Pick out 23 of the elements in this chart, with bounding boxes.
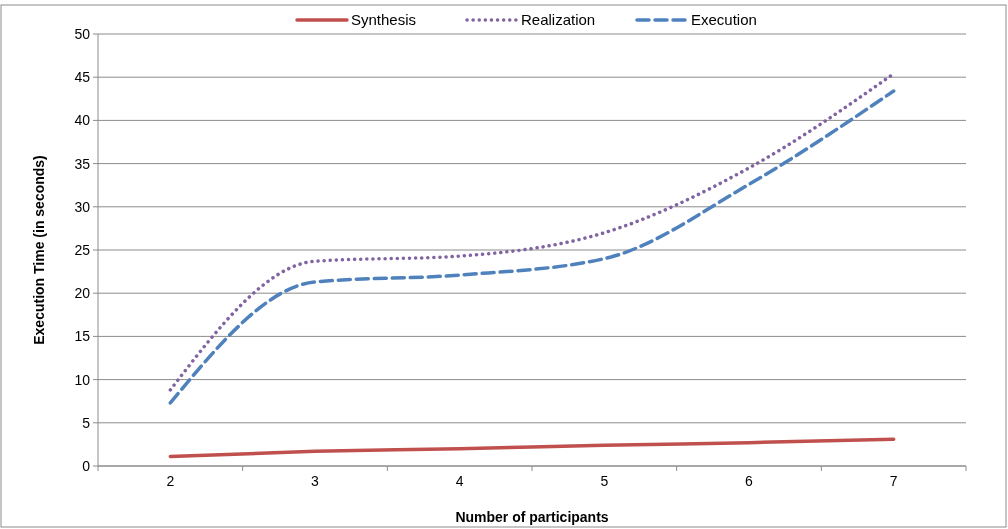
y-tick-label: 40 (74, 112, 91, 129)
y-tick-label: 30 (74, 198, 91, 215)
x-tick-label: 4 (455, 473, 464, 489)
line-series (168, 437, 896, 459)
y-tick-label: 20 (74, 285, 91, 302)
y-tick-label: 0 (82, 457, 91, 474)
y-tick-label: 10 (74, 371, 91, 388)
y-tick-label: 35 (74, 155, 91, 172)
x-tick-label: 5 (600, 473, 609, 489)
y-tick-label: 45 (74, 69, 91, 86)
x-tick-label: 7 (889, 473, 898, 489)
legend-label: Synthesis (351, 11, 417, 29)
legend-label: Execution (691, 11, 757, 29)
x-tick-label: 3 (311, 473, 320, 489)
y-axis-title: Execution Time (in seconds) (31, 155, 47, 345)
x-axis-title: Number of participants (455, 509, 609, 525)
x-tick-label: 2 (166, 473, 175, 489)
y-tick-label: 15 (74, 328, 91, 345)
legend-label: Realization (521, 11, 596, 29)
y-tick-label: 50 (74, 25, 91, 42)
y-tick-label: 25 (74, 241, 91, 258)
y-tick-label: 5 (82, 414, 91, 431)
x-tick-label: 6 (745, 473, 754, 489)
